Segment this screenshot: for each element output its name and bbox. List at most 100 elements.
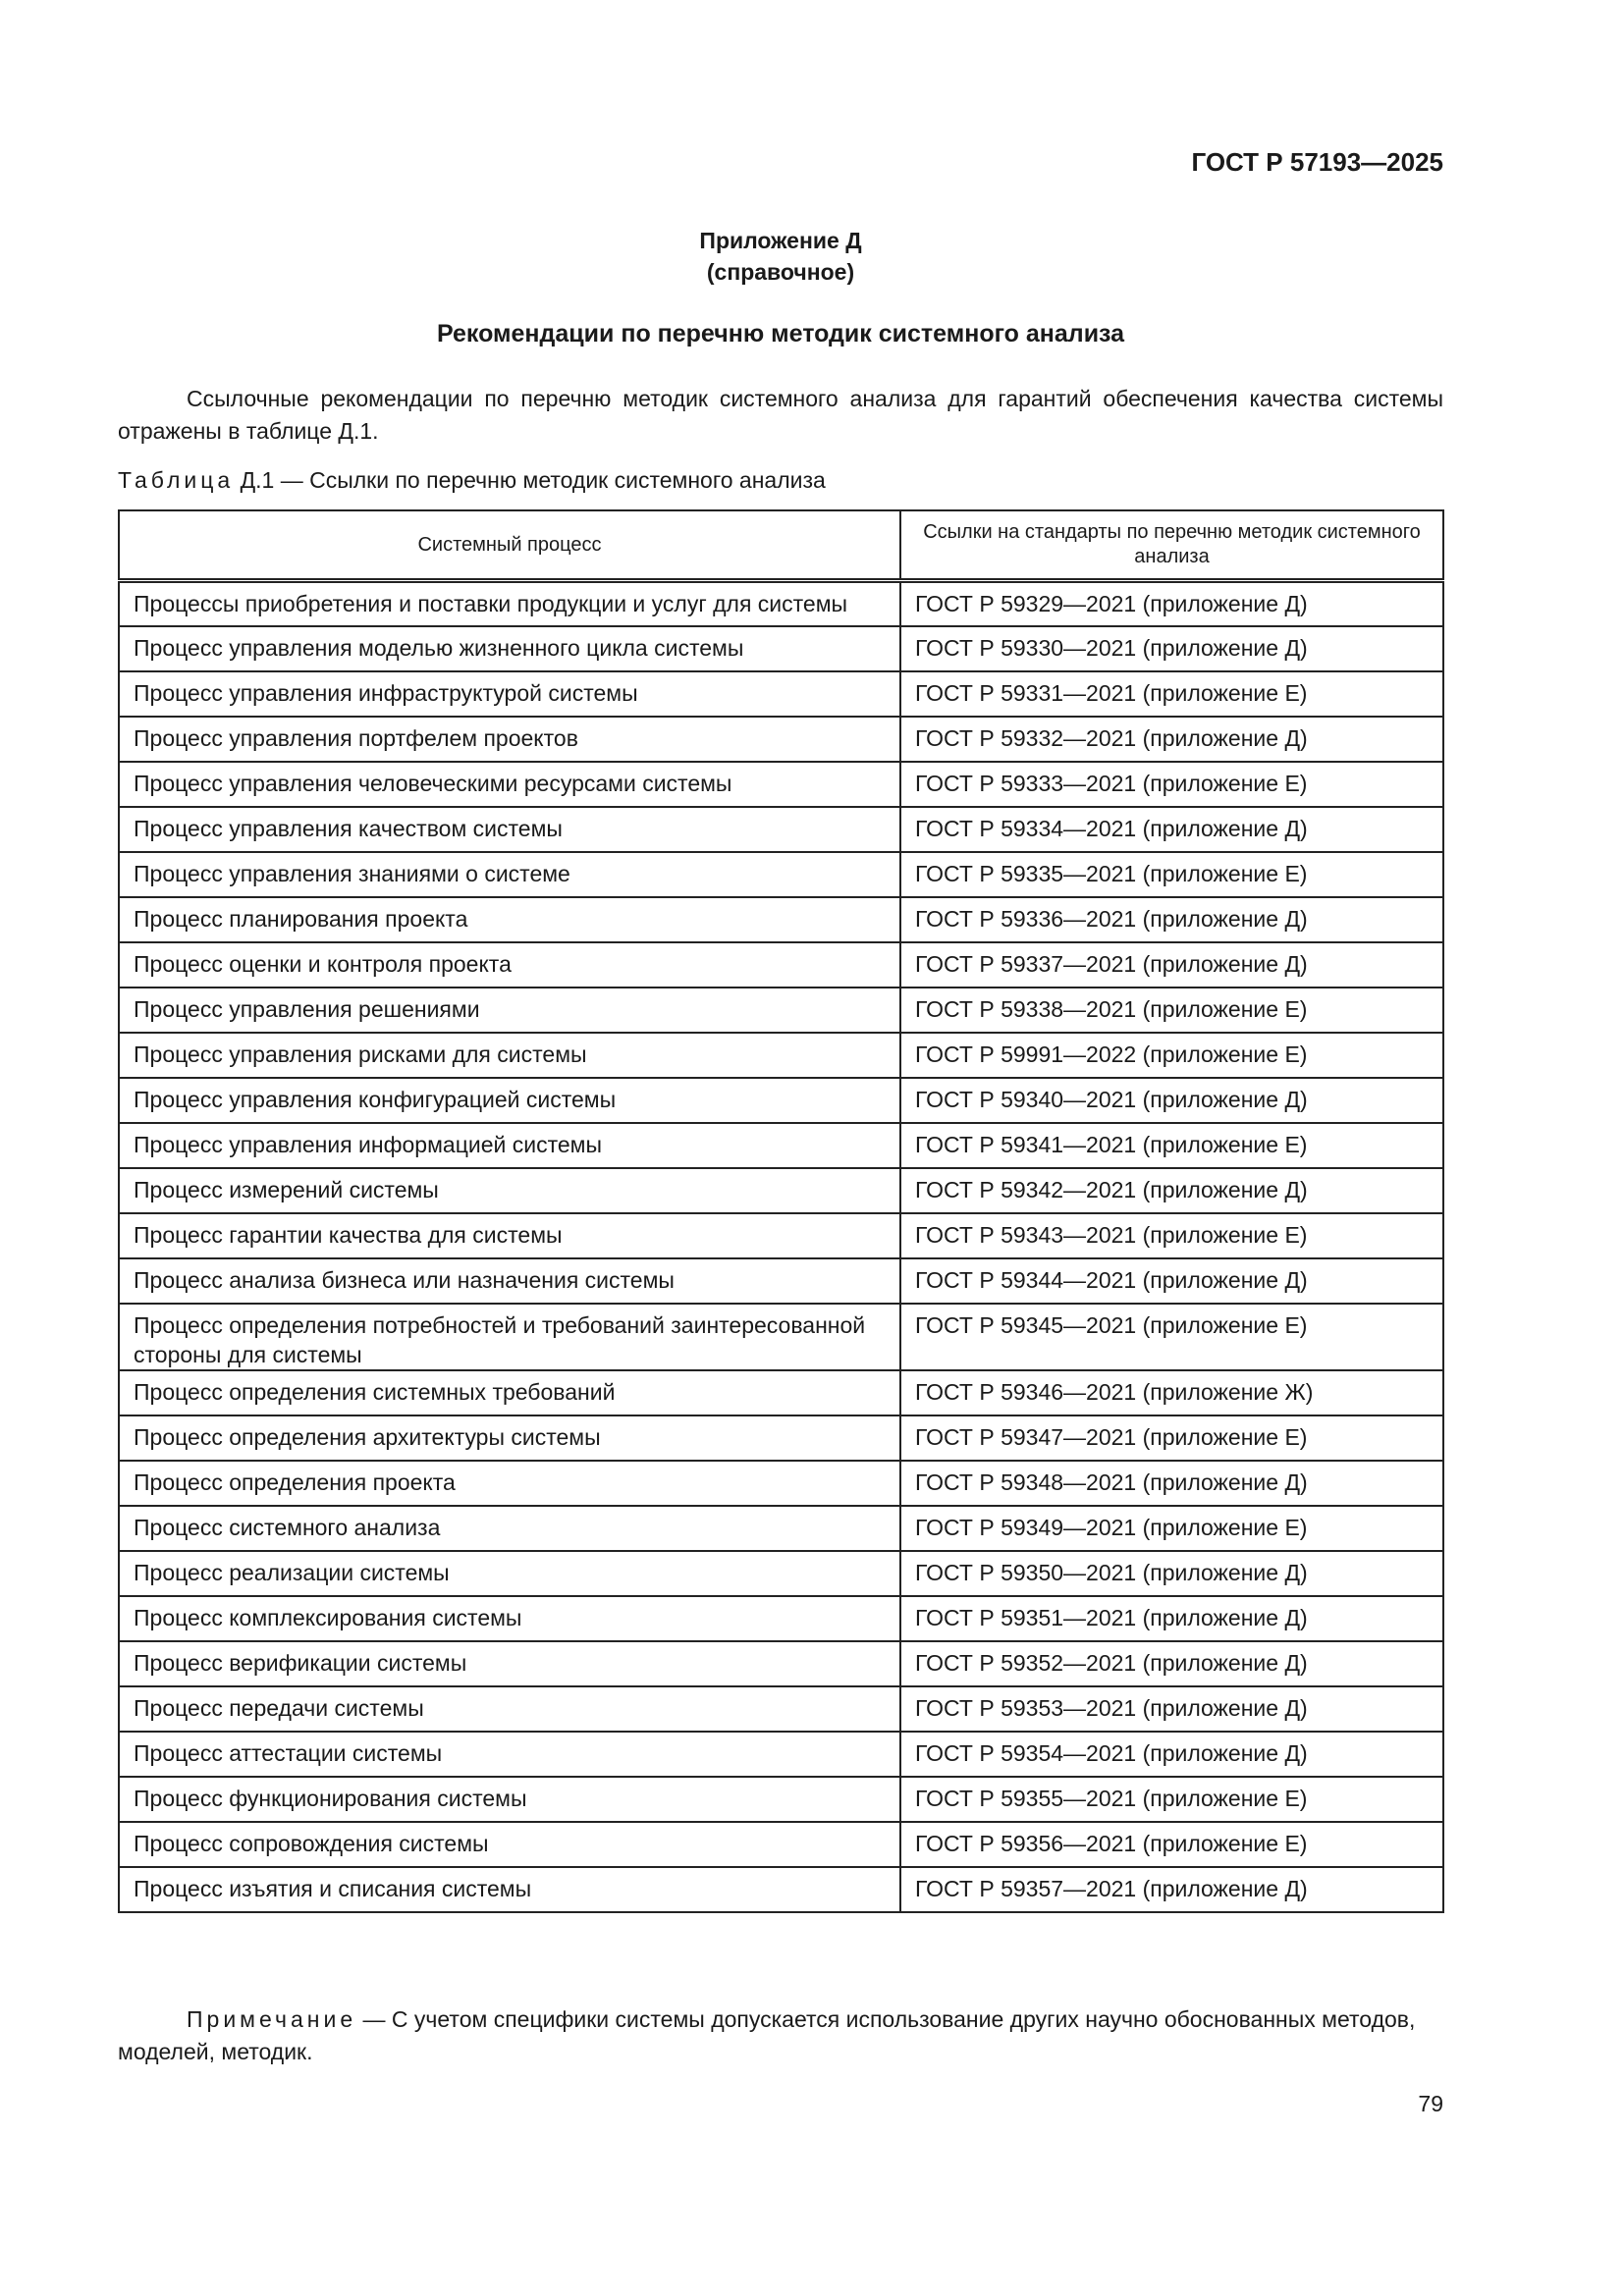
standard-cell: ГОСТ Р 59349—2021 (приложение Е) [899,1504,1444,1552]
process-cell: Процесс управления инфраструктурой систе… [118,669,901,718]
process-cell: Процесс определения потребностей и требо… [118,1302,901,1371]
table-row: Процесс управления конфигурацией системы… [118,1076,1444,1124]
standard-cell: ГОСТ Р 59347—2021 (приложение Е) [899,1414,1444,1462]
table-row: Процесс управления качеством системы ГОСТ… [118,805,1444,853]
column-header-process: Системный процесс [118,509,901,583]
table-row: Процесс комплексирования системы ГОСТ Р 5… [118,1594,1444,1642]
standard-cell: ГОСТ Р 59338—2021 (приложение Е) [899,986,1444,1034]
table-row: Процесс измерений системы ГОСТ Р 59342—20… [118,1166,1444,1214]
column-header-standards: Ссылки на стандарты по перечню методик с… [899,509,1444,583]
table-row: Процесс управления инфраструктурой систе… [118,669,1444,718]
note-label: Примечание [187,2006,357,2032]
standard-cell: ГОСТ Р 59344—2021 (приложение Д) [899,1256,1444,1305]
process-cell: Процесс изъятия и списания системы [118,1865,901,1913]
standard-cell: ГОСТ Р 59348—2021 (приложение Д) [899,1459,1444,1507]
note-text: — С учетом специфики системы допускается… [118,2006,1416,2064]
table-row: Процесс реализации системы ГОСТ Р 59350—2… [118,1549,1444,1597]
standard-cell: ГОСТ Р 59337—2021 (приложение Д) [899,940,1444,988]
process-cell: Процесс управления качеством системы [118,805,901,853]
table-row: Процесс определения системных требований… [118,1368,1444,1416]
table-row: Процесс определения архитектуры системы Г… [118,1414,1444,1462]
process-cell: Процесс определения проекта [118,1459,901,1507]
standard-cell: ГОСТ Р 59357—2021 (приложение Д) [899,1865,1444,1913]
standards-table: Системный процесс Ссылки на стандарты по… [118,509,1444,1913]
standard-cell: ГОСТ Р 59991—2022 (приложение Е) [899,1031,1444,1079]
standard-cell: ГОСТ Р 59333—2021 (приложение Е) [899,760,1444,808]
process-cell: Процесс анализа бизнеса или назначения с… [118,1256,901,1305]
standard-cell: ГОСТ Р 59332—2021 (приложение Д) [899,715,1444,763]
standard-cell: ГОСТ Р 59345—2021 (приложение Е) [899,1302,1444,1371]
process-cell: Процесс передачи системы [118,1684,901,1733]
process-cell: Процесс управления человеческими ресурса… [118,760,901,808]
table-row: Процесс управления информацией системы ГО… [118,1121,1444,1169]
table-row: Процесс управления решениями ГОСТ Р 59338… [118,986,1444,1034]
process-cell: Процесс управления портфелем проектов [118,715,901,763]
table-row: Процесс сопровождения системы ГОСТ Р 5935… [118,1820,1444,1868]
process-cell: Процесс управления решениями [118,986,901,1034]
table-row: Процесс определения потребностей и требо… [118,1302,1444,1371]
process-cell: Процесс управления моделью жизненного ци… [118,624,901,672]
section-title: Рекомендации по перечню методик системно… [436,320,1125,347]
table-row: Процесс управления рисками для системы ГО… [118,1031,1444,1079]
table-row: Процесс управления человеческими ресурса… [118,760,1444,808]
process-cell: Процесс верификации системы [118,1639,901,1687]
table-row: Процесс планирования проекта ГОСТ Р 59336… [118,895,1444,943]
standard-cell: ГОСТ Р 59340—2021 (приложение Д) [899,1076,1444,1124]
process-cell: Процесс управления информацией системы [118,1121,901,1169]
process-cell: Процесс комплексирования системы [118,1594,901,1642]
intro-paragraph: Ссылочные рекомендации по перечню методи… [118,386,1443,444]
process-cell: Процесс функционирования системы [118,1775,901,1823]
table-row: Процесс системного анализа ГОСТ Р 59349—2… [118,1504,1444,1552]
table-row: Процесс управления моделью жизненного ци… [118,624,1444,672]
process-cell: Процесс управления конфигурацией системы [118,1076,901,1124]
process-cell: Процессы приобретения и поставки продукц… [118,579,901,627]
process-cell: Процесс планирования проекта [118,895,901,943]
table-row: Процессы приобретения и поставки продукц… [118,579,1444,627]
table-caption: Таблица Д.1 — Ссылки по перечню методик … [118,467,826,494]
process-cell: Процесс реализации системы [118,1549,901,1597]
standard-cell: ГОСТ Р 59336—2021 (приложение Д) [899,895,1444,943]
table-note: Примечание — С учетом специфики системы … [118,2003,1443,2068]
process-cell: Процесс оценки и контроля проекта [118,940,901,988]
table-row: Процесс изъятия и списания системы ГОСТ Р… [118,1865,1444,1913]
process-cell: Процесс аттестации системы [118,1730,901,1778]
standard-cell: ГОСТ Р 59330—2021 (приложение Д) [899,624,1444,672]
standard-cell: ГОСТ Р 59341—2021 (приложение Е) [899,1121,1444,1169]
standard-cell: ГОСТ Р 59355—2021 (приложение Е) [899,1775,1444,1823]
standard-cell: ГОСТ Р 59342—2021 (приложение Д) [899,1166,1444,1214]
standard-cell: ГОСТ Р 59350—2021 (приложение Д) [899,1549,1444,1597]
process-cell: Процесс сопровождения системы [118,1820,901,1868]
caption-prefix: Таблица [118,467,235,493]
standard-cell: ГОСТ Р 59331—2021 (приложение Е) [899,669,1444,718]
process-cell: Процесс управления знаниями о системе [118,850,901,898]
annex-type: (справочное) [706,259,855,285]
standard-cell: ГОСТ Р 59329—2021 (приложение Д) [899,579,1444,627]
table-row: Процесс верификации системы ГОСТ Р 59352—… [118,1639,1444,1687]
table-row: Процесс анализа бизнеса или назначения с… [118,1256,1444,1305]
standard-cell: ГОСТ Р 59334—2021 (приложение Д) [899,805,1444,853]
table-row: Процесс управления портфелем проектов ГОС… [118,715,1444,763]
process-cell: Процесс гарантии качества для системы [118,1211,901,1259]
table-row: Процесс аттестации системы ГОСТ Р 59354—2… [118,1730,1444,1778]
table-row: Процесс определения проекта ГОСТ Р 59348—… [118,1459,1444,1507]
process-cell: Процесс определения системных требований [118,1368,901,1416]
process-cell: Процесс системного анализа [118,1504,901,1552]
standard-cell: ГОСТ Р 59353—2021 (приложение Д) [899,1684,1444,1733]
standard-cell: ГОСТ Р 59356—2021 (приложение Е) [899,1820,1444,1868]
standard-cell: ГОСТ Р 59352—2021 (приложение Д) [899,1639,1444,1687]
standard-cell: ГОСТ Р 59346—2021 (приложение Ж) [899,1368,1444,1416]
standard-cell: ГОСТ Р 59351—2021 (приложение Д) [899,1594,1444,1642]
table-row: Процесс управления знаниями о системе ГОС… [118,850,1444,898]
annex-label: Приложение Д [699,228,862,253]
table-row: Процесс передачи системы ГОСТ Р 59353—202… [118,1684,1444,1733]
process-cell: Процесс измерений системы [118,1166,901,1214]
table-row: Процесс оценки и контроля проекта ГОСТ Р … [118,940,1444,988]
process-cell: Процесс управления рисками для системы [118,1031,901,1079]
standard-cell: ГОСТ Р 59335—2021 (приложение Е) [899,850,1444,898]
standard-cell: ГОСТ Р 59343—2021 (приложение Е) [899,1211,1444,1259]
standard-cell: ГОСТ Р 59354—2021 (приложение Д) [899,1730,1444,1778]
page-number: 79 [1418,2091,1443,2116]
process-cell: Процесс определения архитектуры системы [118,1414,901,1462]
table-row: Процесс функционирования системы ГОСТ Р 5… [118,1775,1444,1823]
table-row: Процесс гарантии качества для системы ГОС… [118,1211,1444,1259]
